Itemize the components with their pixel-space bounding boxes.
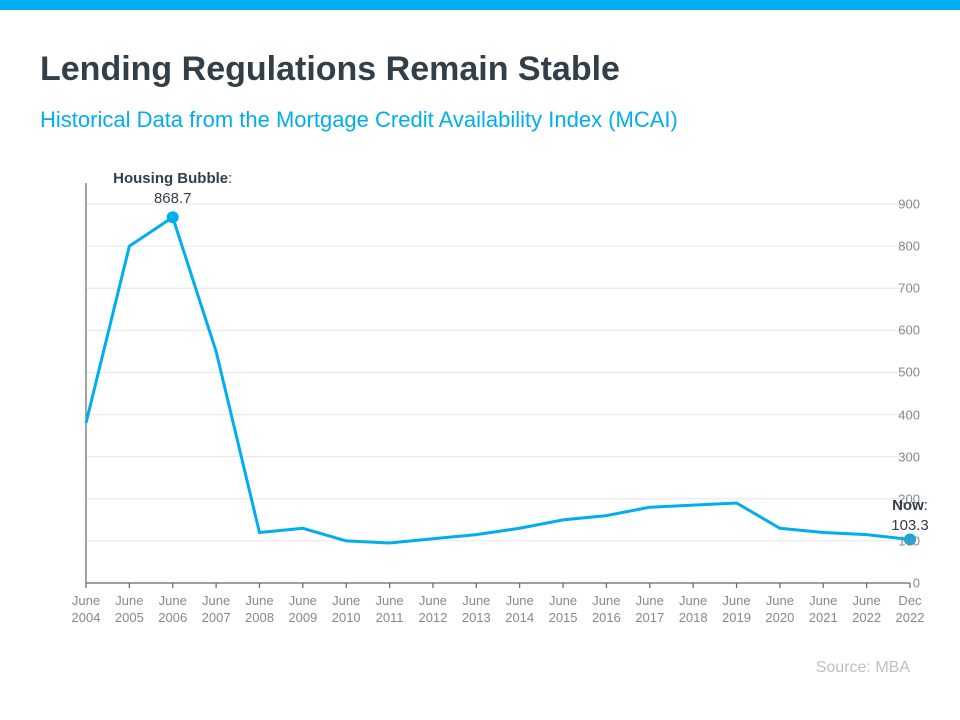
chart-plot-area: 0100200300400500600700800900June 2004Jun…: [40, 143, 920, 643]
chart-subtitle: Historical Data from the Mortgage Credit…: [40, 107, 920, 133]
annotation-label: Housing Bubble: [113, 170, 228, 187]
data-series-line: [86, 217, 910, 543]
x-axis-tick-label: June 2020: [765, 593, 794, 627]
x-axis-tick-label: June 2017: [635, 593, 664, 627]
x-axis-tick-label: June 2011: [375, 593, 403, 627]
x-axis-tick-label: June 2010: [332, 593, 361, 627]
x-axis-tick-label: June 2018: [679, 593, 708, 627]
chart-container: Lending Regulations Remain Stable Histor…: [0, 10, 960, 697]
x-axis-tick-label: June 2022: [852, 593, 881, 627]
line-chart-svg: [40, 143, 920, 643]
y-axis-tick-label: 500: [882, 365, 920, 380]
x-axis-tick-label: June 2004: [72, 593, 101, 627]
x-axis-tick-label: June 2005: [115, 593, 144, 627]
x-axis-tick-label: June 2014: [505, 593, 534, 627]
y-axis-tick-label: 0: [882, 576, 920, 591]
chart-annotation: Housing Bubble:868.7: [113, 169, 232, 210]
x-axis-tick-label: Dec 2022: [896, 593, 925, 627]
source-attribution: Source: MBA: [40, 659, 920, 677]
x-axis-tick-label: June 2016: [592, 593, 621, 627]
annotation-value: 103.3: [891, 517, 929, 534]
y-axis-tick-label: 700: [882, 281, 920, 296]
y-axis-tick-label: 400: [882, 407, 920, 422]
x-axis-tick-label: June 2013: [462, 593, 491, 627]
x-axis-tick-label: June 2021: [809, 593, 838, 627]
x-axis-tick-label: June 2012: [418, 593, 447, 627]
x-axis-tick-label: June 2019: [722, 593, 751, 627]
x-axis-tick-label: June 2006: [158, 593, 187, 627]
x-axis-tick-label: June 2007: [202, 593, 231, 627]
y-axis-tick-label: 600: [882, 323, 920, 338]
chart-title: Lending Regulations Remain Stable: [40, 50, 920, 89]
data-point-marker: [167, 211, 179, 223]
top-accent-bar: [0, 0, 960, 10]
x-axis-tick-label: June 2009: [288, 593, 317, 627]
chart-annotation: Now:103.3: [891, 496, 929, 537]
y-axis-tick-label: 900: [882, 197, 920, 212]
y-axis-tick-label: 800: [882, 239, 920, 254]
x-axis-tick-label: June 2008: [245, 593, 274, 627]
annotation-label: Now: [892, 497, 924, 514]
y-axis-tick-label: 300: [882, 449, 920, 464]
annotation-value: 868.7: [154, 190, 192, 207]
x-axis-tick-label: June 2015: [549, 593, 578, 627]
